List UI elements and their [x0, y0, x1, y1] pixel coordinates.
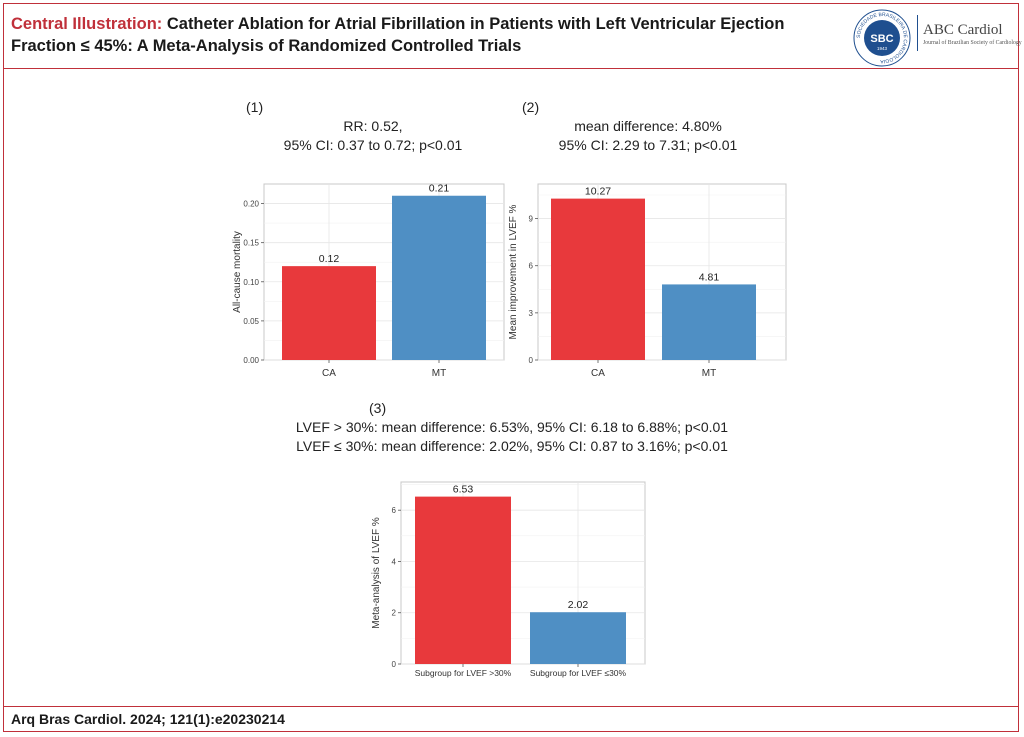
y-tick-label: 6	[392, 506, 397, 515]
y-tick-label: 9	[529, 215, 534, 224]
footer: Arq Bras Cardiol. 2024; 121(1):e20230214	[3, 706, 1019, 732]
logo-abbr: SBC	[870, 33, 893, 45]
sbc-logo: SOCIEDADE BRASILEIRA DE CARDIOLOGIA SBC …	[853, 9, 911, 67]
x-tick-label: CA	[322, 368, 336, 379]
y-tick-label: 0.20	[243, 200, 259, 209]
citation: Arq Bras Cardiol. 2024; 121(1):e20230214	[11, 711, 285, 727]
chart-lvef-improvement: 0 3 6 9 10.27 CA 4.81 MT Mean improvement in LVE…	[508, 183, 787, 379]
page-title: Central Illustration: Catheter Ablation …	[11, 13, 841, 57]
x-tick-label: MT	[702, 368, 716, 379]
panel-1-stat-line1: RR: 0.52,	[343, 118, 403, 134]
data-label: 0.21	[429, 183, 450, 195]
title-prefix: Central Illustration:	[11, 15, 163, 33]
data-label: 2.02	[568, 599, 589, 611]
y-tick-label: 0.15	[243, 239, 259, 248]
bar-second	[530, 612, 626, 664]
y-tick-label: 4	[392, 557, 397, 566]
y-tick-label: 0.10	[243, 278, 259, 287]
data-label: 10.27	[585, 186, 611, 198]
y-tick-label: 0.05	[243, 317, 259, 326]
journal-subtitle: Journal of Brazilian Society of Cardiolo…	[923, 40, 1022, 46]
y-tick-label: 0	[392, 660, 397, 669]
y-axis-label: All-cause mortality	[232, 231, 243, 313]
y-axis-label: Meta-analysis of LVEF %	[371, 517, 382, 629]
panel-3-stat-line1: LVEF > 30%: mean difference: 6.53%, 95% …	[295, 419, 729, 435]
header: Central Illustration: Catheter Ablation …	[3, 3, 1019, 69]
bar-first	[551, 198, 645, 360]
y-tick-label: 2	[392, 609, 397, 618]
illustration-frame	[3, 3, 1019, 732]
panel-2-label: (2)	[522, 99, 540, 115]
logo-divider	[917, 15, 918, 51]
data-label: 6.53	[453, 484, 474, 496]
logo-heart-disc	[864, 20, 900, 56]
panel-3-stat-line2: LVEF ≤ 30%: mean difference: 2.02%, 95% …	[296, 438, 728, 454]
y-tick-label: 6	[529, 262, 534, 271]
data-label: 4.81	[699, 271, 720, 283]
x-tick-label: MT	[432, 368, 446, 379]
panel-3-label: (3)	[369, 400, 387, 416]
y-tick-label: 0.00	[243, 356, 259, 365]
panel-1-label: (1)	[246, 99, 264, 115]
chart-lvef-subgroups: 0 2 4 6 6.53 Subgroup for LVEF >30% 2.02 Subgro…	[371, 481, 646, 678]
panel-1-stat-line2: 95% CI: 0.37 to 0.72; p<0.01	[283, 137, 463, 153]
bar-first	[415, 496, 511, 664]
x-tick-label: Subgroup for LVEF ≤30%	[530, 668, 627, 678]
panel-2-stat-line1: mean difference: 4.80%	[574, 118, 722, 134]
data-label: 0.12	[319, 253, 340, 265]
chart-all-cause-mortality: 0.00 0.05 0.10 0.15 0.20 0.12 CA 0.21 MT All-caus…	[232, 183, 505, 379]
y-tick-label: 3	[529, 309, 534, 318]
logo-year: 1943	[877, 46, 888, 51]
y-axis-label: Mean improvement in LVEF %	[508, 204, 519, 339]
panel-2-stat-line2: 95% CI: 2.29 to 7.31; p<0.01	[558, 137, 738, 153]
y-tick-label: 0	[529, 356, 534, 365]
bar-second	[662, 284, 756, 360]
title-text: Catheter Ablation for Atrial Fibrillatio…	[11, 15, 785, 55]
x-tick-label: Subgroup for LVEF >30%	[415, 668, 512, 678]
logo-outer-ring	[853, 9, 911, 67]
journal-name: ABC Cardiol	[923, 22, 1003, 38]
bar-second	[392, 195, 486, 360]
bar-first	[282, 266, 376, 360]
x-tick-label: CA	[591, 368, 605, 379]
